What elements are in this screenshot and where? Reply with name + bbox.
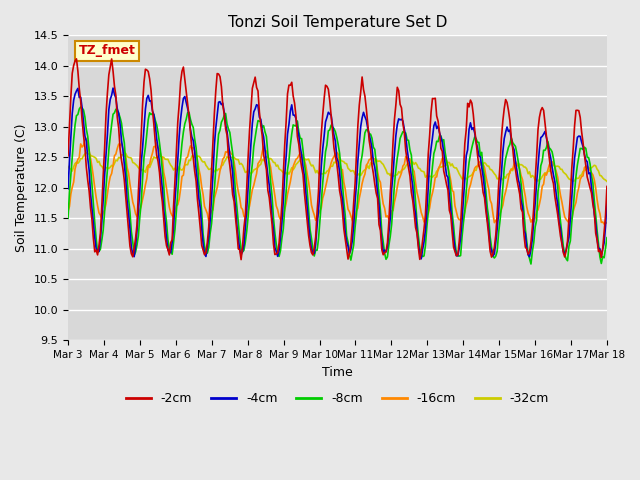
Text: TZ_fmet: TZ_fmet [79, 45, 136, 58]
Title: Tonzi Soil Temperature Set D: Tonzi Soil Temperature Set D [228, 15, 447, 30]
Y-axis label: Soil Temperature (C): Soil Temperature (C) [15, 124, 28, 252]
Legend: -2cm, -4cm, -8cm, -16cm, -32cm: -2cm, -4cm, -8cm, -16cm, -32cm [121, 387, 554, 410]
X-axis label: Time: Time [322, 366, 353, 379]
